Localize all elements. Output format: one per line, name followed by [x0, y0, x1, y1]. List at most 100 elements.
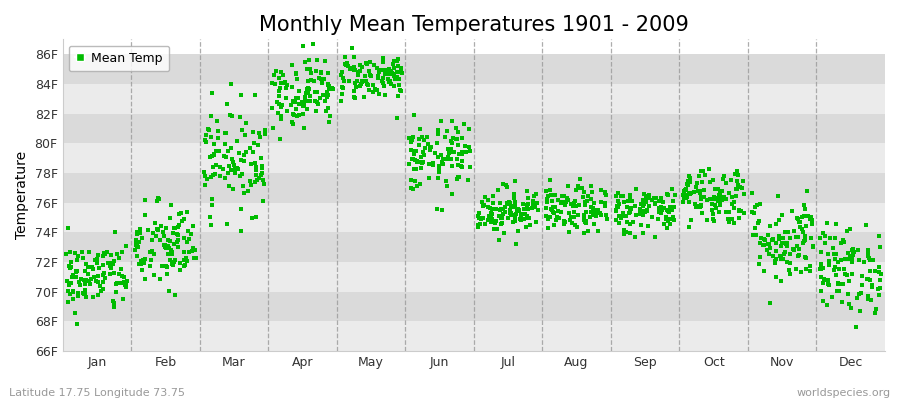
Point [435, 206, 449, 213]
Point [223, 167, 238, 173]
Point [684, 190, 698, 196]
Point [166, 259, 181, 266]
Point [153, 237, 167, 243]
Point [431, 130, 446, 137]
Point [843, 226, 858, 232]
Point [317, 75, 331, 82]
Point [238, 152, 252, 158]
Point [95, 279, 110, 286]
Point [482, 213, 497, 220]
Point [744, 209, 759, 216]
Point [362, 87, 376, 93]
Point [347, 67, 362, 74]
Point [163, 215, 177, 221]
Point [406, 186, 420, 192]
Point [693, 204, 707, 210]
Point [773, 253, 788, 260]
Point [769, 221, 783, 227]
Point [713, 200, 727, 206]
Point [197, 181, 211, 188]
Point [518, 211, 533, 218]
Point [445, 140, 459, 146]
Point [239, 148, 254, 155]
Point [580, 198, 594, 204]
Point [557, 219, 572, 226]
Point [158, 241, 173, 248]
Point [637, 201, 652, 207]
Point [209, 148, 223, 154]
Point [541, 225, 555, 232]
Point [290, 113, 304, 120]
Point [705, 200, 719, 207]
Point [387, 73, 401, 79]
Point [514, 212, 528, 218]
Point [752, 261, 767, 268]
Point [564, 214, 579, 220]
Point [799, 266, 814, 272]
Point [104, 252, 118, 258]
Point [500, 201, 515, 207]
Point [356, 94, 371, 100]
Point [60, 278, 75, 285]
Point [845, 258, 859, 265]
Point [520, 206, 535, 213]
Point [70, 321, 85, 328]
Point [805, 217, 819, 223]
Point [60, 225, 75, 231]
Point [439, 183, 454, 190]
Point [431, 154, 446, 160]
Point [833, 257, 848, 263]
Point [446, 118, 460, 124]
Point [429, 206, 444, 212]
Point [71, 290, 86, 296]
Point [256, 176, 270, 183]
Point [503, 200, 517, 206]
Point [341, 78, 356, 84]
Point [806, 243, 820, 249]
Point [731, 171, 745, 178]
Point [766, 252, 780, 259]
Point [652, 209, 667, 215]
Point [586, 200, 600, 206]
Point [510, 206, 525, 212]
Point [230, 138, 245, 144]
Point [66, 295, 80, 302]
Point [565, 214, 580, 220]
Point [598, 192, 613, 198]
Point [482, 197, 496, 203]
Point [540, 196, 554, 202]
Point [500, 184, 514, 190]
Point [84, 276, 98, 282]
Point [502, 207, 517, 213]
Point [775, 212, 789, 218]
Point [518, 206, 532, 212]
Point [529, 191, 544, 198]
Point [452, 174, 466, 180]
Point [390, 114, 404, 121]
Point [323, 113, 338, 120]
Point [748, 204, 762, 210]
Point [285, 110, 300, 117]
Point [436, 158, 450, 165]
Point [213, 164, 228, 170]
Point [237, 158, 251, 164]
Point [368, 86, 382, 92]
Point [689, 184, 704, 190]
Point [226, 185, 240, 192]
Point [815, 280, 830, 286]
Point [832, 266, 846, 273]
Point [490, 226, 504, 232]
Point [610, 204, 625, 210]
Point [91, 279, 105, 285]
Point [219, 130, 233, 136]
Point [639, 199, 653, 205]
Point [851, 246, 866, 253]
Point [255, 163, 269, 170]
Point [621, 198, 635, 204]
Point [304, 77, 319, 84]
Point [292, 88, 307, 94]
Point [610, 203, 625, 210]
Point [793, 224, 807, 230]
Point [246, 129, 260, 136]
Point [817, 233, 832, 239]
